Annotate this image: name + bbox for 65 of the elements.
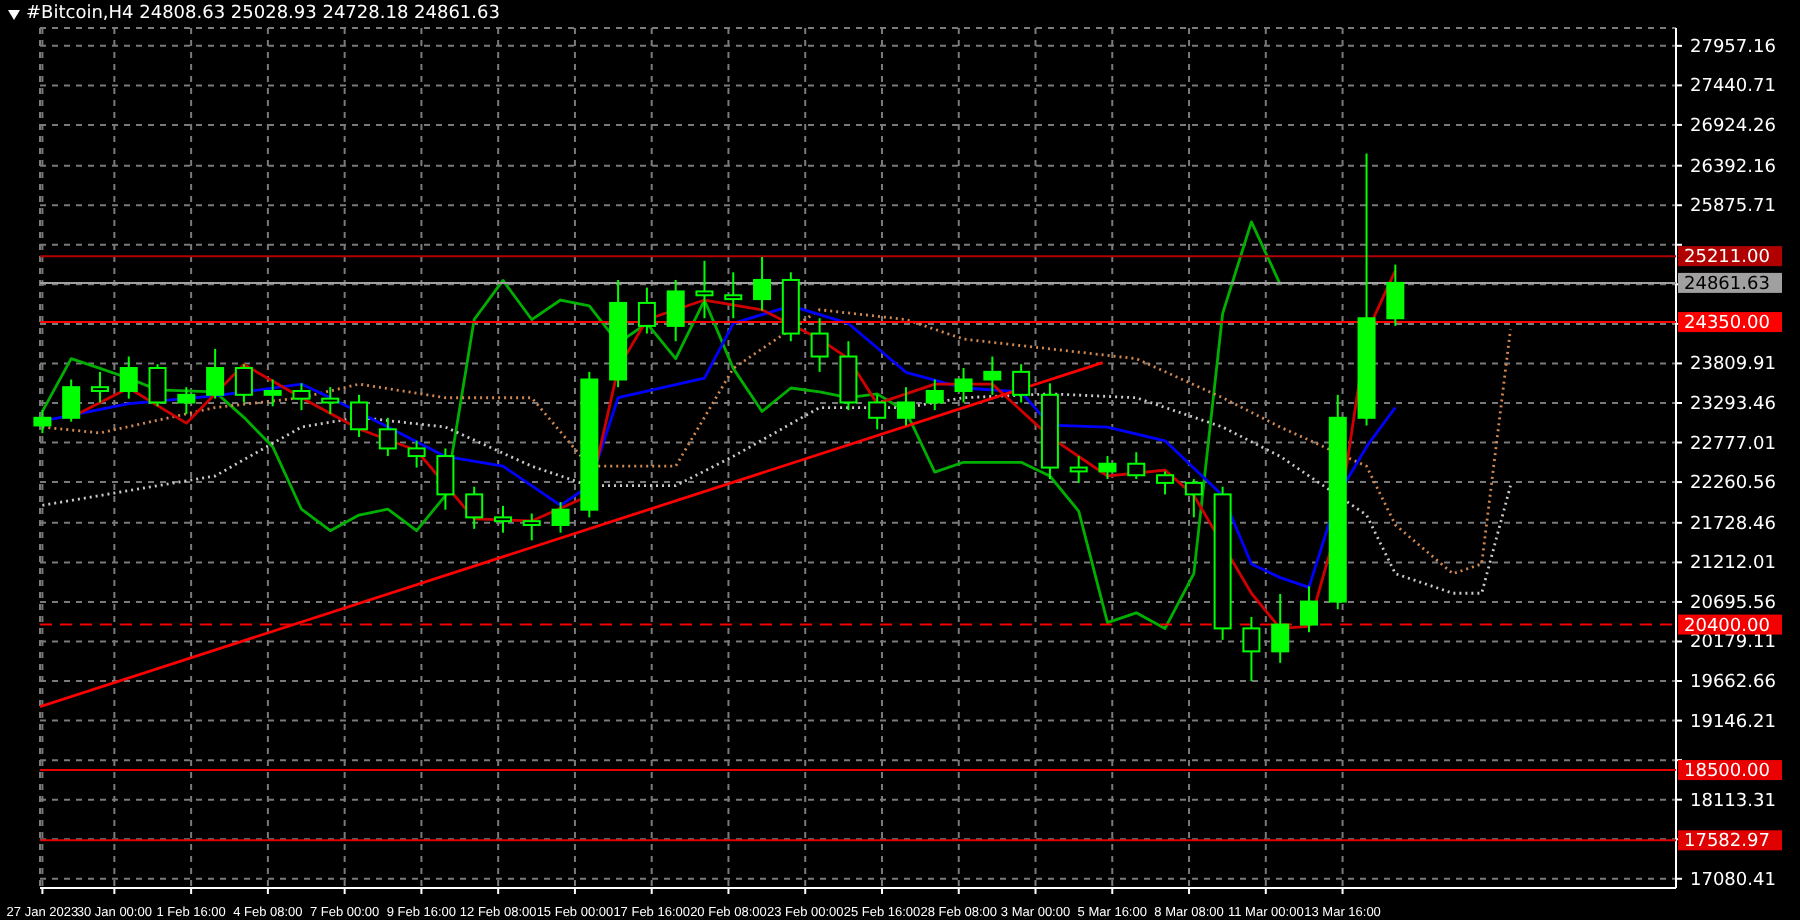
- y-tick-label: 26924.26: [1690, 116, 1777, 137]
- ref-line-label: 17582.97: [1684, 832, 1770, 853]
- y-tick-label: 20179.11: [1690, 633, 1776, 654]
- candlestick: [868, 393, 887, 431]
- y-tick-label: 18113.31: [1690, 791, 1776, 812]
- candlestick: [1098, 455, 1117, 481]
- y-tick-label: 27440.71: [1690, 77, 1776, 98]
- candlestick: [90, 370, 109, 404]
- candlestick: [1386, 263, 1405, 327]
- candlestick: [695, 259, 714, 320]
- y-tick-label: 25875.71: [1690, 197, 1776, 218]
- y-tick-label: 19662.66: [1690, 673, 1777, 694]
- candlestick: [896, 386, 915, 427]
- y-tick-label: 22260.56: [1690, 474, 1777, 495]
- ref-line-label: 25211.00: [1684, 248, 1771, 269]
- candlestick: [522, 512, 541, 542]
- ref-line-label: 24861.63: [1684, 274, 1770, 295]
- candlestick: [465, 485, 484, 530]
- ref-line-label: 18500.00: [1684, 762, 1771, 783]
- y-tick-label: 27957.16: [1690, 37, 1777, 58]
- y-tick-label: 23293.46: [1690, 394, 1777, 415]
- candlestick: [119, 355, 138, 400]
- candlestick: [148, 363, 167, 408]
- ref-line-label: 24350.00: [1684, 314, 1771, 335]
- candlestick: [493, 504, 512, 534]
- candlestick: [292, 382, 311, 412]
- y-tick-label: 22777.01: [1690, 434, 1776, 455]
- y-tick-label: 21728.46: [1690, 514, 1777, 535]
- candlestick: [551, 501, 570, 534]
- ref-line-label: 20400.00: [1684, 616, 1771, 637]
- candlestick: [234, 363, 253, 404]
- candlestick: [753, 255, 772, 312]
- y-tick-label: 20695.56: [1690, 593, 1777, 614]
- candlestick: [407, 439, 426, 469]
- y-tick-label: 23809.91: [1690, 355, 1776, 376]
- line-series: [41, 220, 1282, 630]
- y-tick-label: 26392.16: [1690, 157, 1777, 178]
- chart-title: #Bitcoin,H4 24808.63 25028.93 24728.18 24861.63: [26, 4, 500, 24]
- candlestick: [350, 393, 369, 438]
- candlestick: [33, 409, 52, 435]
- candlestick: [206, 347, 225, 400]
- candlestick: [839, 340, 858, 412]
- candlestick: [925, 378, 944, 412]
- candlestick: [62, 378, 81, 423]
- y-tick-label: 17080.41: [1690, 870, 1776, 891]
- candlestick: [1271, 592, 1290, 664]
- candlestick: [177, 386, 196, 415]
- candlestick: [1299, 585, 1318, 634]
- candlestick: [378, 416, 397, 458]
- candlestick: [810, 317, 829, 373]
- line-series: [41, 392, 1512, 595]
- candlestick: [1242, 615, 1261, 683]
- candlestick: [1156, 470, 1175, 496]
- candlestick: [1184, 478, 1203, 519]
- candlestick: [637, 286, 656, 335]
- candlestick: [263, 378, 282, 408]
- candlestick: [724, 271, 743, 320]
- candlestick: [983, 355, 1002, 396]
- y-tick-label: 21212.01: [1690, 554, 1776, 575]
- candlestick: [1127, 451, 1146, 481]
- candlestick: [1012, 363, 1031, 404]
- y-tick-label: 19146.21: [1690, 712, 1776, 733]
- candlestick: [436, 447, 455, 511]
- candlestick: [666, 278, 685, 343]
- candlestick: [954, 367, 973, 404]
